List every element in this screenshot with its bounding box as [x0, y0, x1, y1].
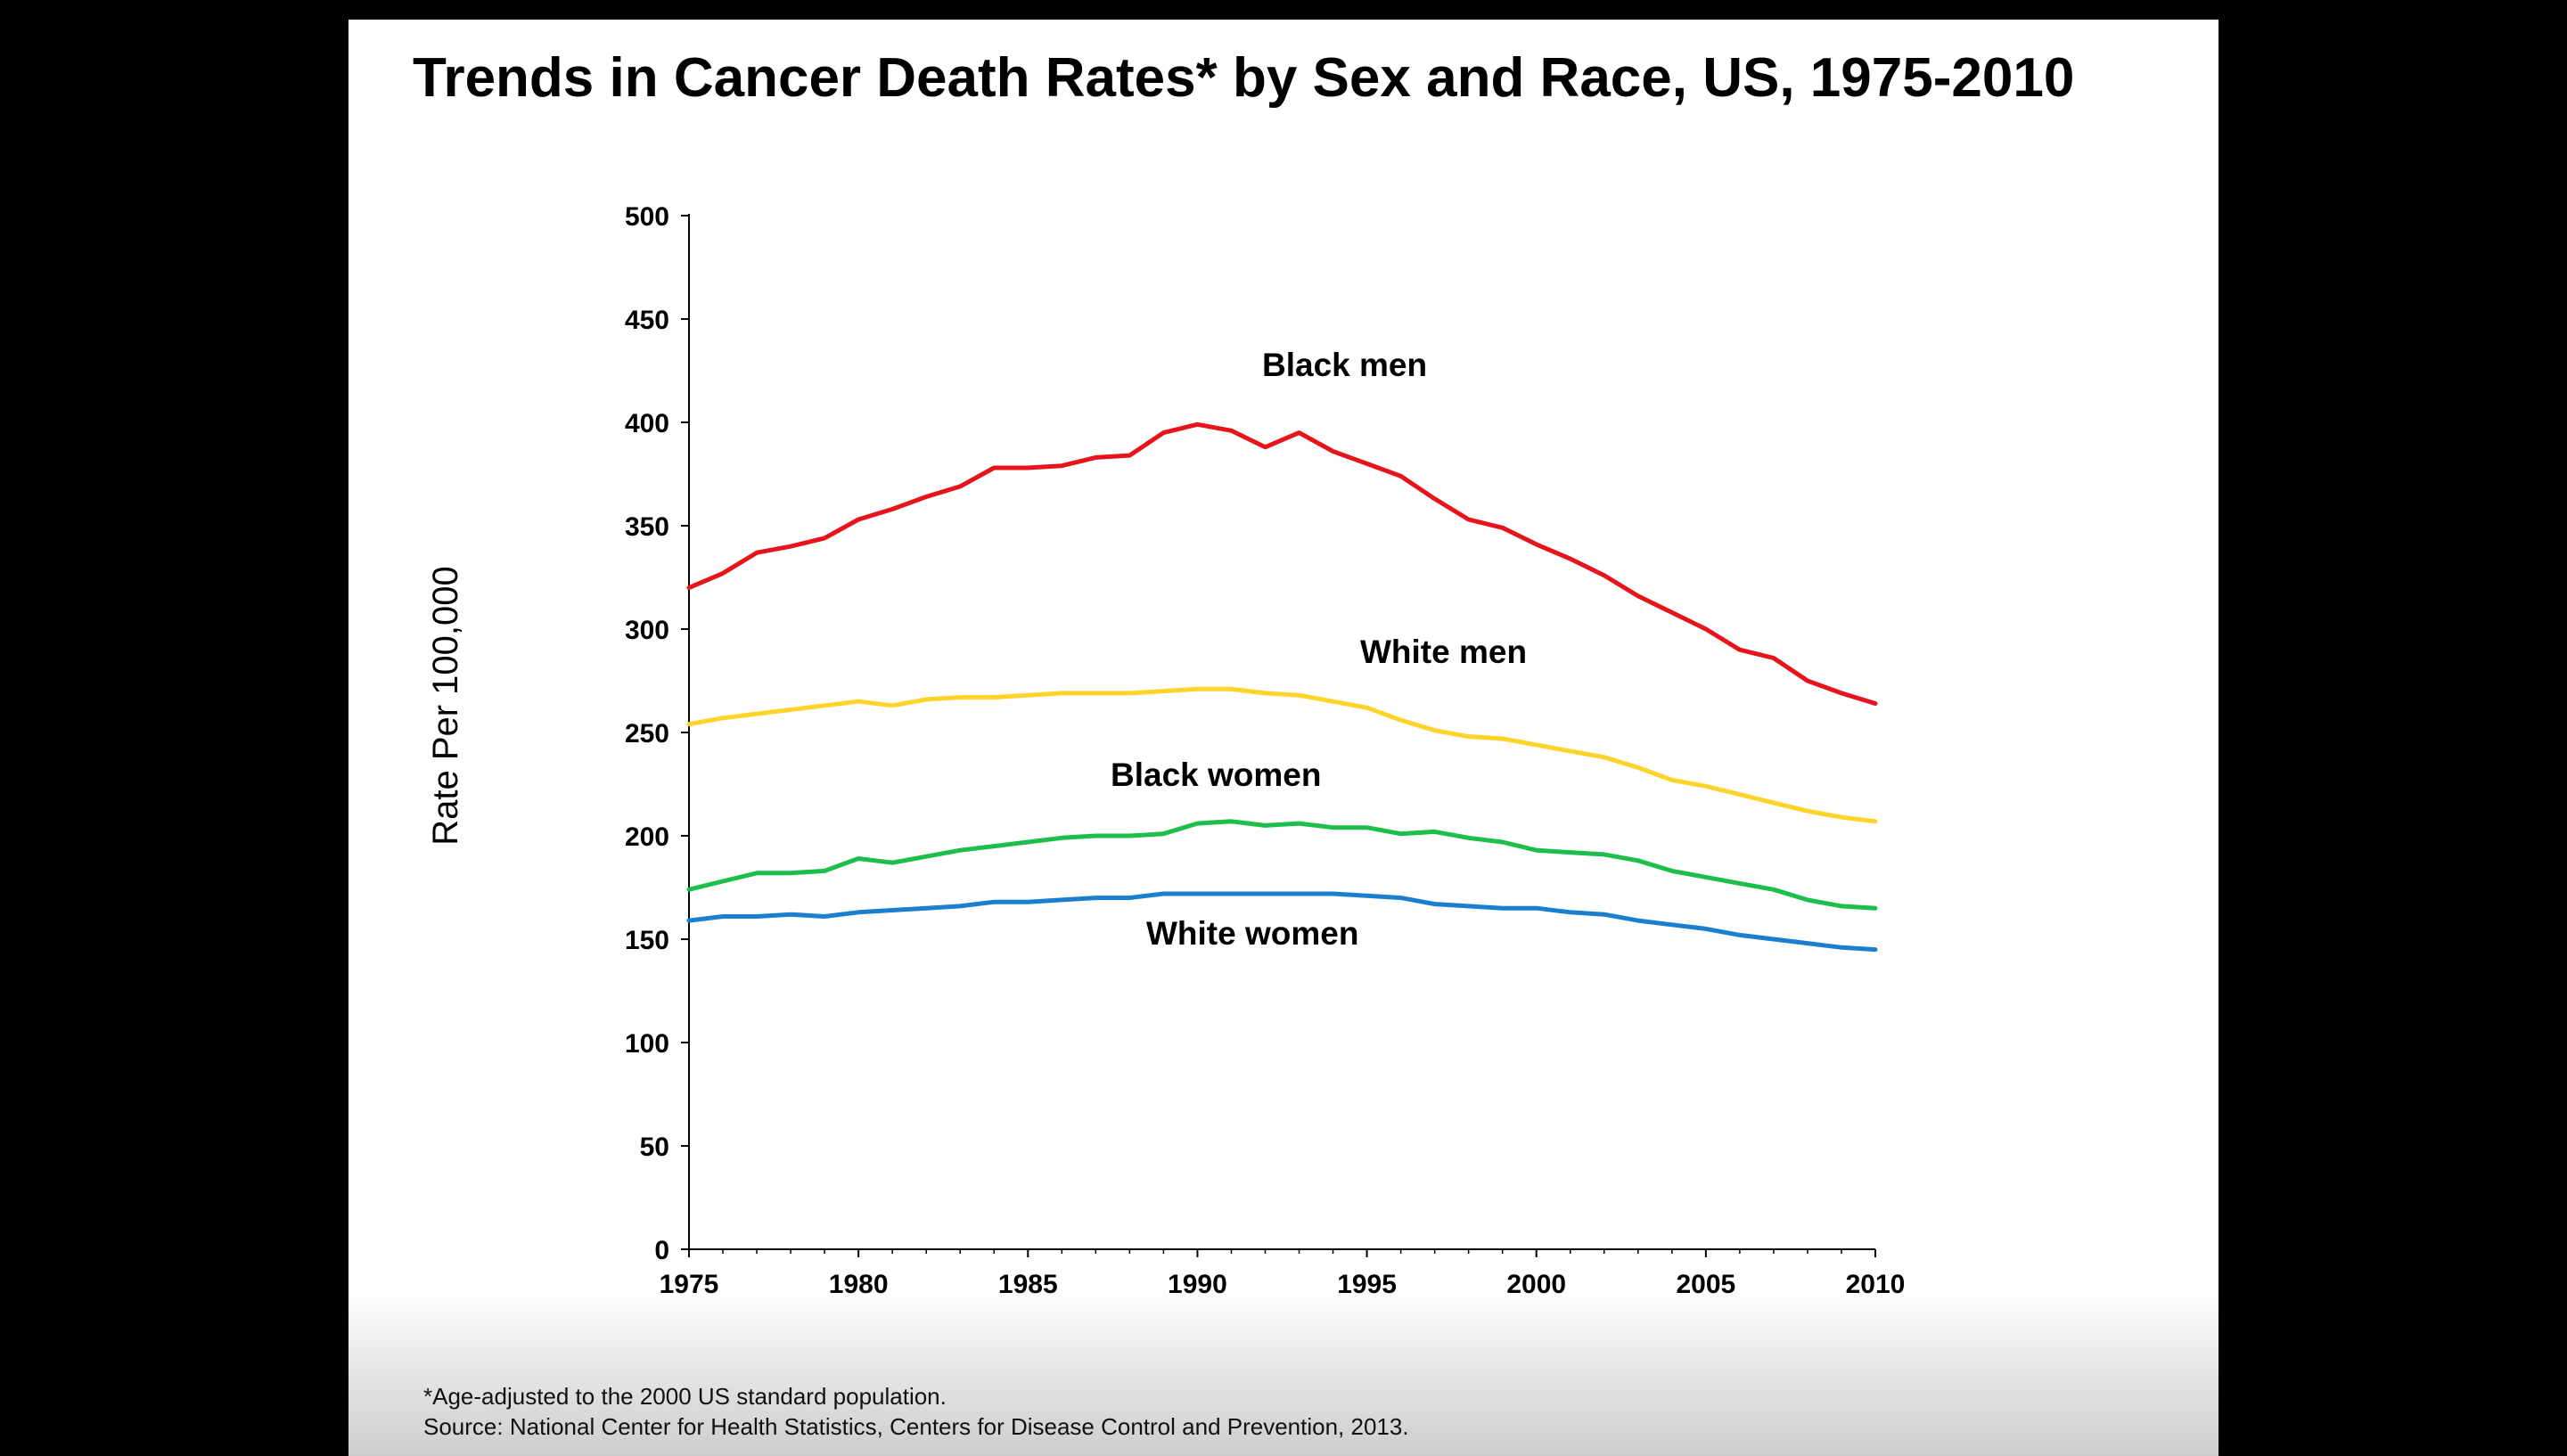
- series-line-white-women: [686, 891, 1878, 953]
- slide-bottom-fade: [349, 1287, 2218, 1456]
- y-tick-label-250: 250: [625, 719, 669, 748]
- chart-title: Trends in Cancer Death Rates* by Sex and…: [413, 47, 2075, 109]
- slide: Trends in Cancer Death Rates* by Sex and…: [349, 20, 2218, 1456]
- y-tick-label-500: 500: [625, 202, 669, 232]
- y-tick-label-200: 200: [625, 822, 669, 852]
- source-note: Source: National Center for Health Stati…: [423, 1413, 1409, 1440]
- y-tick-label-450: 450: [625, 306, 669, 335]
- y-axis-label: Rate Per 100,000: [426, 566, 465, 846]
- y-tick-label-100: 100: [625, 1029, 669, 1059]
- y-tick-label-50: 50: [640, 1133, 669, 1162]
- series-label-white-women: White women: [1146, 915, 1358, 952]
- y-tick-label-350: 350: [625, 512, 669, 542]
- series-line-white-men: [686, 686, 1878, 824]
- y-tick-label-400: 400: [625, 409, 669, 438]
- y-tick-label-300: 300: [625, 616, 669, 645]
- y-tick-label-150: 150: [625, 926, 669, 955]
- series-line-black-men: [686, 421, 1878, 706]
- series-label-white-men: White men: [1360, 634, 1527, 670]
- footnote: *Age-adjusted to the 2000 US standard po…: [423, 1383, 947, 1410]
- series-line-black-women: [686, 819, 1878, 911]
- y-tick-label-0: 0: [654, 1236, 669, 1265]
- series-label-black-men: Black men: [1262, 347, 1427, 383]
- series-label-black-women: Black women: [1111, 757, 1321, 793]
